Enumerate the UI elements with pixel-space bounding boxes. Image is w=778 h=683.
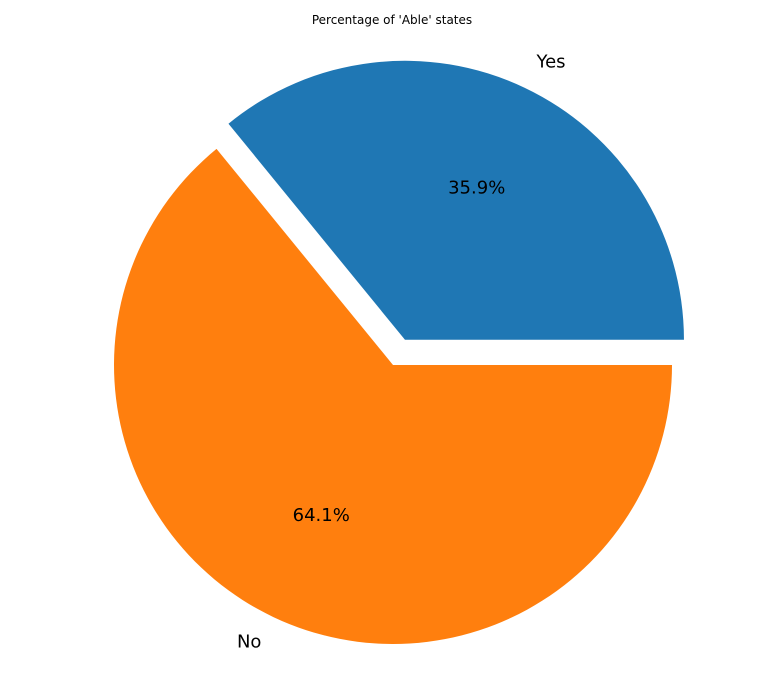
slice-label-yes: Yes <box>536 52 566 73</box>
percent-label-yes: 35.9% <box>448 178 505 199</box>
chart-title: Percentage of 'Able' states <box>312 13 472 27</box>
percent-label-no: 64.1% <box>293 505 350 526</box>
pie-labels: Yes 35.9% No 64.1% <box>237 52 566 653</box>
pie-slice-yes <box>228 60 684 340</box>
slice-label-no: No <box>237 631 261 652</box>
pie-slices <box>114 60 684 645</box>
pie-slice-no <box>114 148 673 645</box>
